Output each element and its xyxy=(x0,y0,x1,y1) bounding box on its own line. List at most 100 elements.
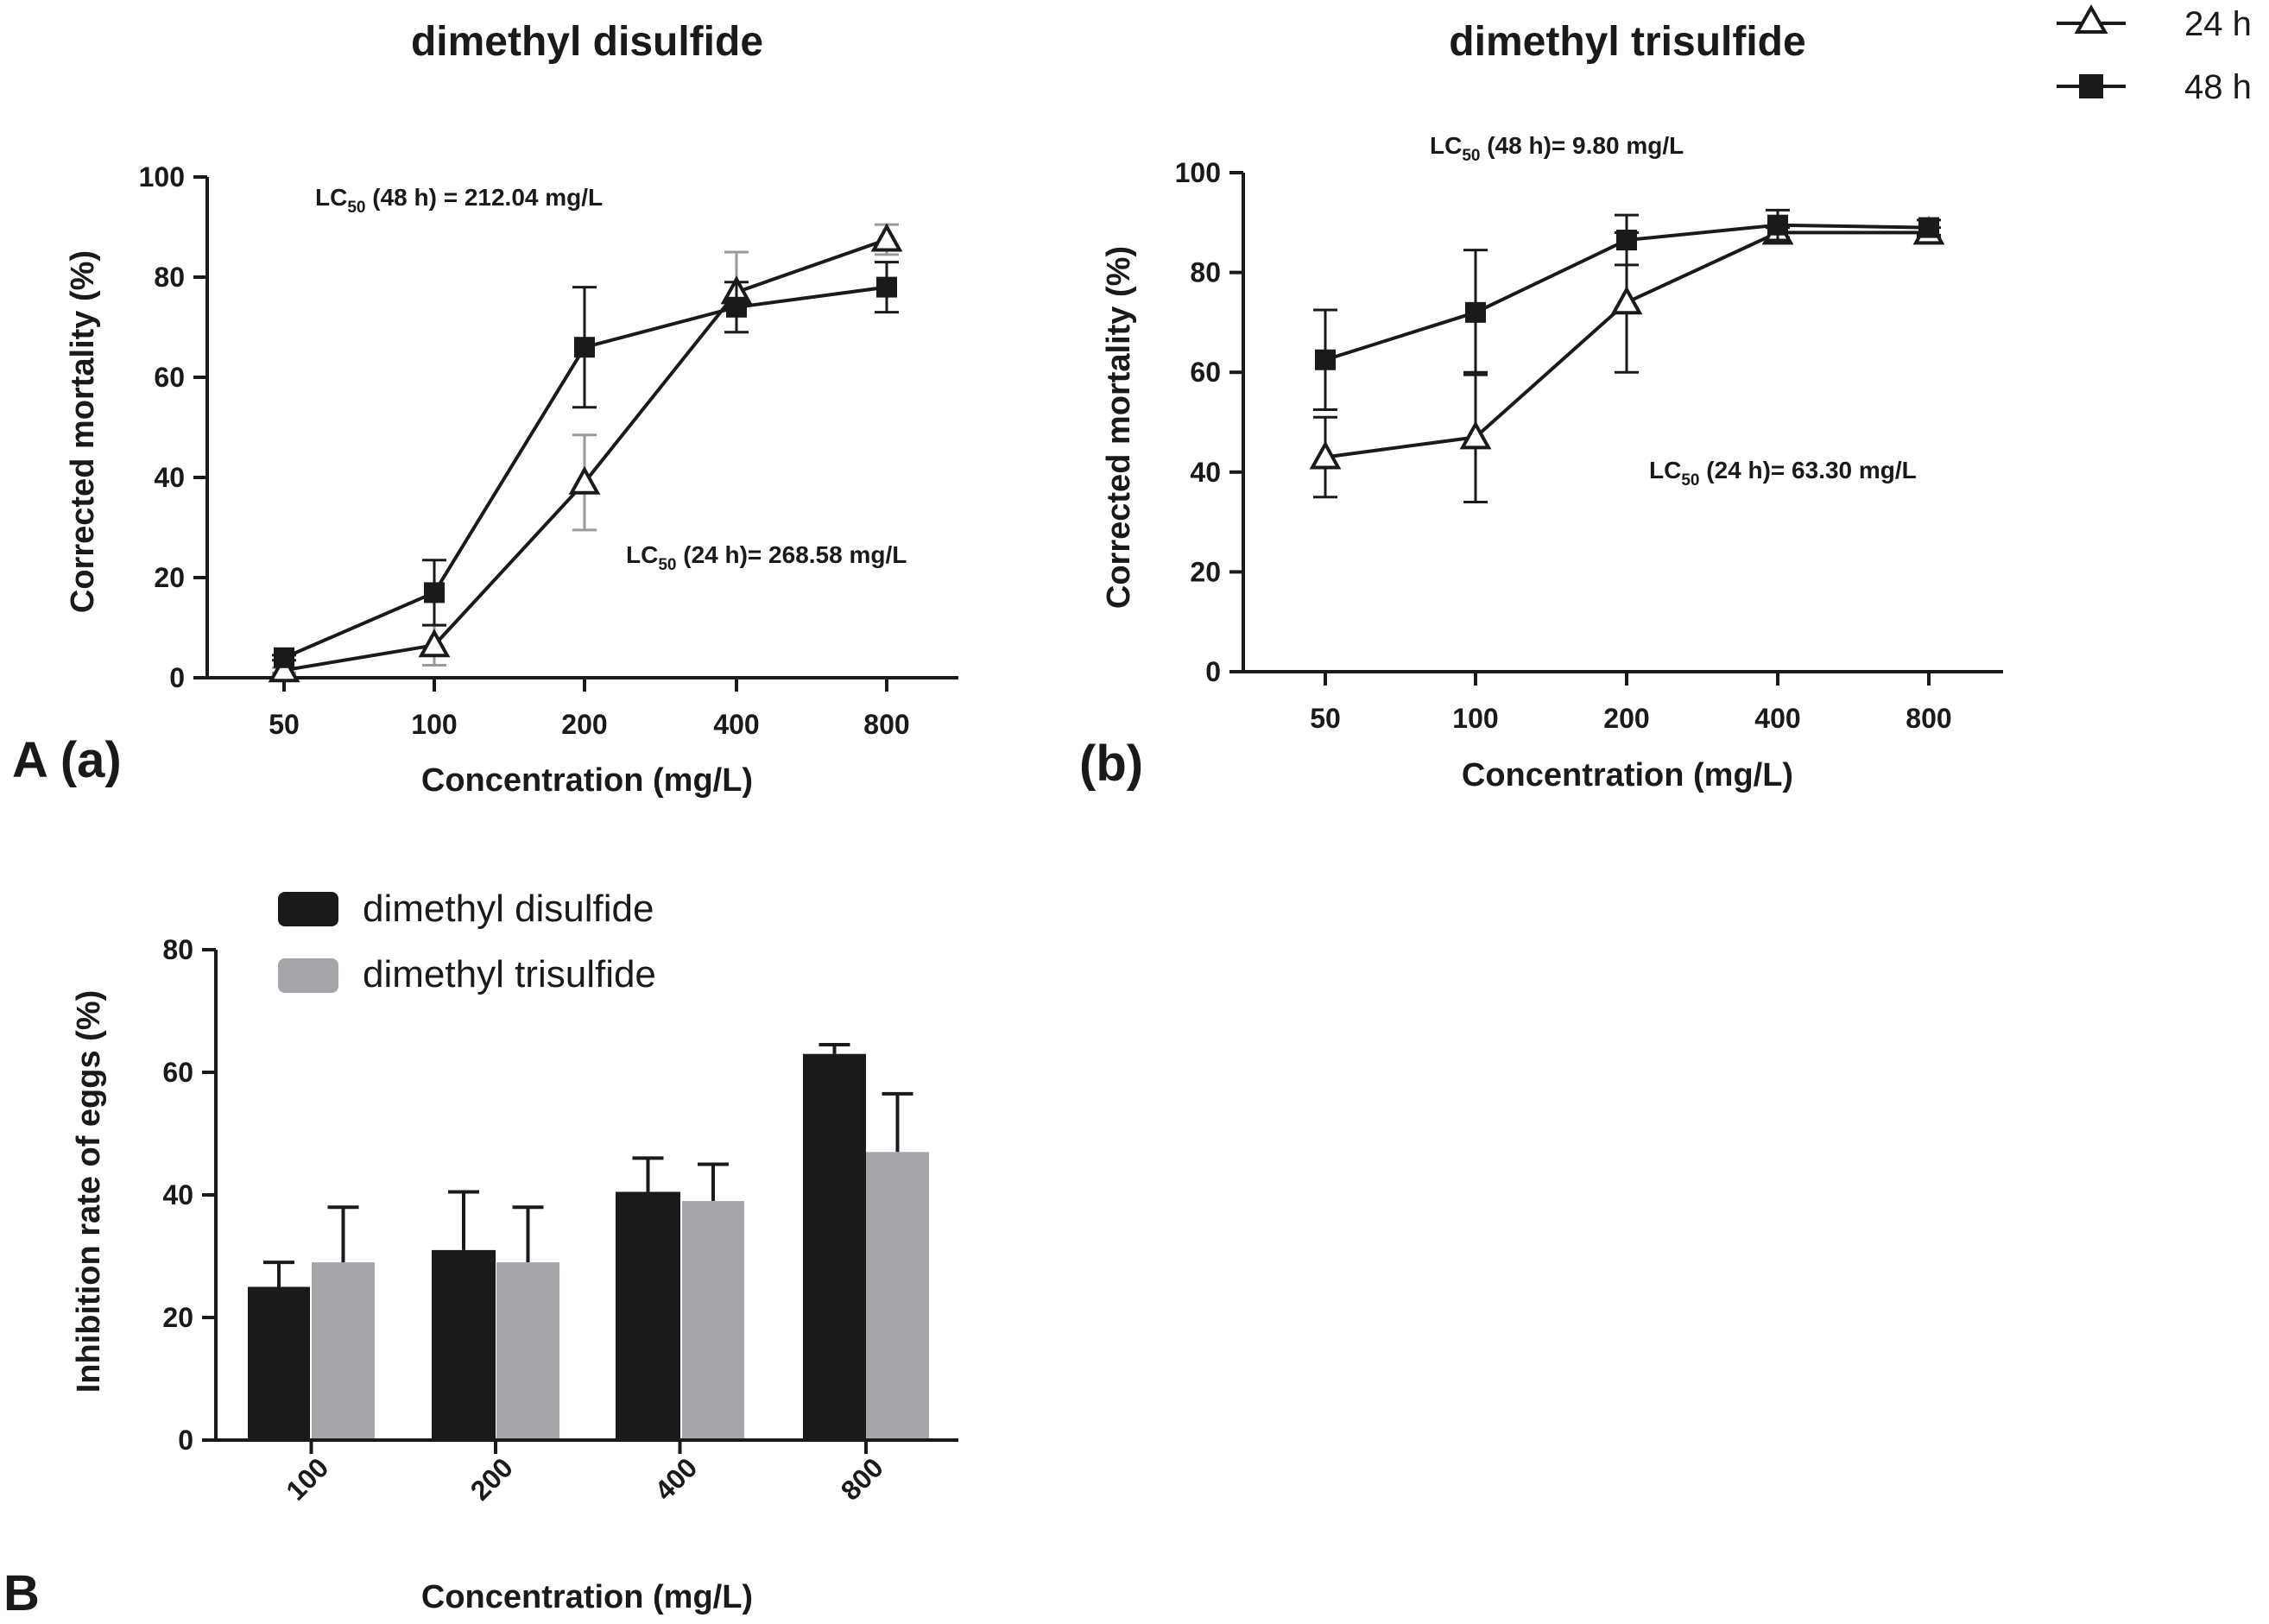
chart-a-ytick-label-5: 100 xyxy=(139,161,185,193)
chart-b-annot-48h-sub: 50 xyxy=(1462,147,1480,165)
chart-b-xtick-label-1: 100 xyxy=(1452,703,1498,734)
chart-a-annot-48h-sub: 50 xyxy=(347,199,365,217)
chart-b-point-48h-1 xyxy=(1465,301,1486,323)
chart-a-xlabel: Concentration (mg/L) xyxy=(421,762,753,799)
chart-c-ylabel: Inhibition rate of eggs (%) xyxy=(71,990,107,1393)
chart-b-ytick-label-5: 100 xyxy=(1175,157,1221,188)
chart-a-panel-label: A (a) xyxy=(12,732,122,788)
chart-c-ytick-label-1: 20 xyxy=(162,1302,193,1333)
chart-trisulfide-mortality: dimethyl trisulfide Corrected mortality … xyxy=(1079,19,2003,793)
chart-a-title: dimethyl disulfide xyxy=(411,19,763,65)
chart-a-point-48h-3 xyxy=(726,296,747,318)
chart-c-bar-trisulfide-0 xyxy=(312,1262,375,1440)
chart-a-ytick-label-4: 80 xyxy=(154,262,185,293)
chart-b-point-24h-1 xyxy=(1459,420,1492,450)
chart-b-ytick-label-1: 20 xyxy=(1190,556,1221,587)
chart-a-point-48h-0 xyxy=(274,647,294,668)
chart-a-xtick-label-0: 50 xyxy=(269,709,300,740)
chart-b-ytick-label-2: 40 xyxy=(1190,457,1221,488)
legend-24h-label: 24 h xyxy=(2184,5,2252,43)
chart-c-series-disulfide xyxy=(248,1043,866,1440)
chart-a-point-48h-2 xyxy=(574,337,595,358)
chart-b-annot-48h-lc: LC xyxy=(1430,132,1462,159)
chart-c-bar-disulfide-2 xyxy=(616,1191,680,1440)
chart-b-point-48h-4 xyxy=(1918,217,1939,238)
chart-b-xlabel: Concentration (mg/L) xyxy=(1462,757,1793,793)
chart-a-series-48h xyxy=(272,261,899,668)
chart-a-xtick-label-1: 100 xyxy=(411,709,457,740)
chart-b-series-48h xyxy=(1313,208,1941,412)
legend-48h-label: 48 h xyxy=(2184,68,2252,106)
legend-48h-square-icon xyxy=(2079,74,2103,98)
chart-b-annot-24h-text: (24 h)= 63.30 mg/L xyxy=(1699,457,1916,483)
chart-c-ytick-label-2: 40 xyxy=(162,1179,193,1210)
chart-a-annot-48h-lc: LC xyxy=(315,184,347,211)
chart-b-annot-48h-text: (48 h)= 9.80 mg/L xyxy=(1480,132,1684,159)
chart-a-annotation-24h: LC50 (24 h)= 268.58 mg/L xyxy=(626,541,907,574)
chart-c-series-trisulfide xyxy=(312,1091,929,1440)
chart-b-annot-24h-sub: 50 xyxy=(1681,471,1699,490)
chart-c-xtick-label-0: 100 xyxy=(280,1451,334,1506)
chart-c-xtick-label-2: 400 xyxy=(648,1451,703,1506)
chart-c-bar-trisulfide-3 xyxy=(866,1152,929,1440)
chart-c-bar-disulfide-3 xyxy=(803,1053,866,1440)
chart-a-point-48h-1 xyxy=(424,582,445,603)
chart-c-xlabel: Concentration (mg/L) xyxy=(421,1579,753,1615)
chart-b-point-48h-3 xyxy=(1767,214,1788,236)
chart-b-annot-24h-lc: LC xyxy=(1649,457,1681,483)
chart-b-xtick-label-4: 800 xyxy=(1906,703,1951,734)
chart-b-title: dimethyl trisulfide xyxy=(1449,19,1805,65)
chart-b-ytick-label-3: 60 xyxy=(1190,357,1221,388)
chart-a-annot-48h-text: (48 h) = 212.04 mg/L xyxy=(365,184,603,211)
chart-a-point-24h-0 xyxy=(268,654,300,683)
chart-a-annot-24h-text: (24 h)= 268.58 mg/L xyxy=(676,541,907,568)
chart-b-ytick-label-0: 0 xyxy=(1205,656,1221,687)
chart-c-ytick-label-3: 60 xyxy=(162,1057,193,1088)
chart-c-legend-swatch-disulfide xyxy=(278,892,338,926)
chart-a-ytick-label-2: 40 xyxy=(154,462,185,493)
chart-b-panel-label: (b) xyxy=(1079,736,1143,792)
legend-24h-triangle-icon xyxy=(2074,3,2108,34)
chart-c-bar-disulfide-1 xyxy=(432,1249,496,1440)
chart-b-xtick-label-0: 50 xyxy=(1310,703,1341,734)
chart-c-legend: dimethyl disulfide dimethyl trisulfide xyxy=(278,888,656,995)
chart-b-point-24h-0 xyxy=(1309,440,1342,470)
chart-a-ytick-label-3: 60 xyxy=(154,362,185,393)
chart-a-xtick-label-4: 800 xyxy=(863,709,909,740)
chart-a-point-24h-1 xyxy=(418,629,451,658)
chart-a-point-24h-2 xyxy=(568,465,601,495)
chart-c-ytick-label-4: 80 xyxy=(162,934,193,965)
chart-c-panel-label: B xyxy=(3,1565,40,1621)
chart-b-annotation-24h: LC50 (24 h)= 63.30 mg/L xyxy=(1649,457,1917,490)
chart-a-point-24h-4 xyxy=(870,223,903,252)
chart-b-xtick-label-2: 200 xyxy=(1603,703,1649,734)
chart-c-bar-disulfide-0 xyxy=(248,1286,310,1440)
chart-c-xtick-label-1: 200 xyxy=(465,1451,519,1506)
chart-a-annotation-48h: LC50 (48 h) = 212.04 mg/L xyxy=(315,184,603,217)
chart-b-ylabel: Corrected mortality (%) xyxy=(1101,246,1137,609)
chart-a-point-48h-4 xyxy=(876,276,897,298)
chart-a-ytick-label-1: 20 xyxy=(154,562,185,593)
chart-egg-inhibition: Inhibition rate of eggs (%) Concentratio… xyxy=(3,888,958,1621)
chart-b-point-48h-2 xyxy=(1616,230,1637,251)
chart-c-legend-swatch-trisulfide xyxy=(278,958,338,993)
chart-a-ylabel: Corrected mortality (%) xyxy=(65,250,101,613)
chart-c-legend-label-disulfide: dimethyl disulfide xyxy=(363,888,654,930)
chart-c-bar-trisulfide-2 xyxy=(682,1201,744,1440)
chart-a-xtick-label-3: 400 xyxy=(713,709,759,740)
chart-a-xtick-label-2: 200 xyxy=(561,709,607,740)
chart-a-annot-24h-sub: 50 xyxy=(658,556,676,574)
chart-b-ytick-label-4: 80 xyxy=(1190,257,1221,288)
chart-b-point-24h-2 xyxy=(1610,286,1643,315)
chart-a-annot-24h-lc: LC xyxy=(626,541,658,568)
chart-a-ytick-label-0: 0 xyxy=(169,662,185,693)
chart-b-point-48h-0 xyxy=(1315,349,1336,370)
chart-c-xtick-label-3: 800 xyxy=(835,1451,889,1506)
chart-b-xtick-label-3: 400 xyxy=(1754,703,1800,734)
chart-b-annotation-48h: LC50 (48 h)= 9.80 mg/L xyxy=(1430,132,1684,165)
chart-disulfide-mortality: dimethyl disulfide Corrected mortality (… xyxy=(12,19,958,799)
chart-c-bar-trisulfide-1 xyxy=(496,1262,559,1440)
chart-c-ytick-label-0: 0 xyxy=(178,1425,193,1456)
chart-c-legend-label-trisulfide: dimethyl trisulfide xyxy=(363,953,656,995)
